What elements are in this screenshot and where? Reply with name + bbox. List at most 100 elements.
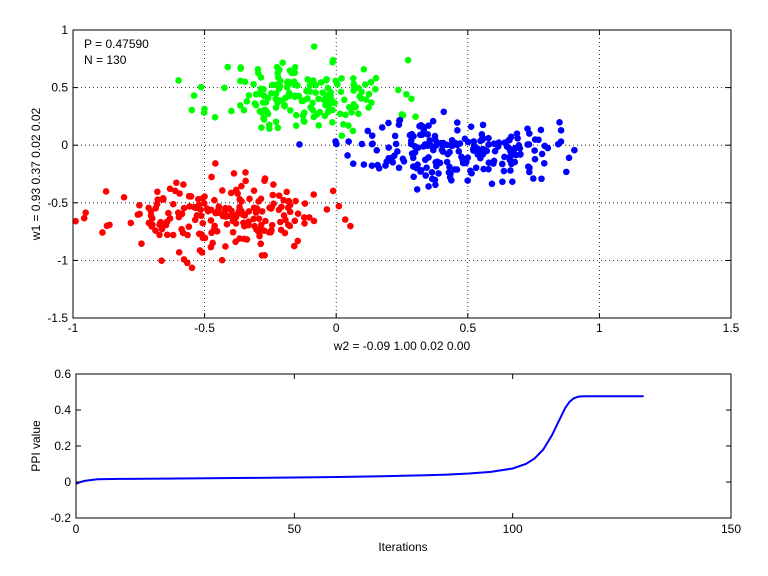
scatter-point	[222, 204, 229, 212]
annotation-p-value: P = 0.47590	[84, 37, 149, 51]
scatter-point	[480, 165, 487, 173]
scatter-y-tick-label: -0.5	[47, 196, 68, 210]
scatter-point	[500, 167, 508, 175]
scatter-point	[99, 229, 106, 236]
scatter-point	[304, 76, 311, 83]
scatter-point	[443, 158, 451, 166]
scatter-point	[229, 228, 237, 236]
scatter-point	[163, 231, 171, 239]
scatter-point	[310, 43, 318, 50]
scatter-point	[338, 75, 345, 82]
scatter-point	[446, 163, 453, 171]
scatter-point	[268, 221, 276, 229]
scatter-point	[279, 59, 286, 67]
scatter-point	[188, 264, 196, 272]
scatter-y-tick-label: -1.5	[47, 311, 68, 325]
scatter-point	[211, 113, 219, 121]
scatter-point	[296, 141, 303, 148]
scatter-point	[245, 208, 253, 215]
scatter-point	[190, 92, 198, 99]
scatter-point	[274, 69, 281, 77]
scatter-point	[166, 185, 174, 193]
scatter-point	[286, 222, 294, 230]
scatter-point	[209, 239, 216, 247]
scatter-point	[488, 180, 496, 188]
scatter-point	[557, 138, 565, 145]
scatter-point	[507, 167, 514, 174]
ppi-y-tick-label: 0.4	[54, 403, 71, 417]
scatter-point	[565, 154, 573, 162]
scatter-point	[571, 146, 578, 154]
scatter-point	[414, 161, 421, 168]
scatter-point	[467, 123, 475, 130]
ppi-x-axis-label: Iterations	[378, 540, 427, 554]
scatter-ticks: -1 -0.5 0 0.5 1 1.5-1.5-1-0.500.51	[47, 23, 739, 335]
scatter-point	[361, 81, 369, 88]
scatter-point	[424, 131, 432, 138]
scatter-point	[154, 188, 161, 196]
scatter-point	[448, 142, 456, 150]
scatter-point	[368, 99, 375, 106]
scatter-point	[514, 135, 521, 142]
scatter-point	[337, 88, 345, 96]
ppi-series-line	[75, 395, 644, 485]
scatter-point	[323, 206, 331, 213]
scatter-point	[283, 188, 291, 196]
scatter-point	[292, 122, 300, 129]
scatter-point	[136, 210, 143, 218]
scatter-point	[152, 227, 159, 234]
scatter-point	[425, 122, 432, 129]
scatter-point	[238, 182, 245, 190]
scatter-point	[507, 153, 514, 160]
scatter-point	[425, 154, 432, 161]
scatter-point	[294, 210, 302, 217]
scatter-point	[315, 95, 322, 103]
scatter-point	[255, 198, 262, 205]
scatter-point	[538, 150, 546, 158]
scatter-point	[352, 103, 359, 111]
scatter-point	[332, 138, 339, 145]
scatter-point	[211, 196, 218, 204]
scatter-point	[185, 192, 193, 200]
scatter-point	[531, 147, 538, 154]
scatter-point	[429, 117, 437, 125]
scatter-axes: -1 -0.5 0 0.5 1 1.5-1.5-1-0.500.51 P = 0.4759…	[29, 23, 740, 353]
scatter-point	[530, 175, 537, 182]
scatter-point	[175, 249, 183, 256]
ppi-plot-area	[76, 374, 731, 518]
scatter-point	[319, 89, 327, 96]
scatter-point	[448, 136, 456, 144]
scatter-point	[453, 141, 461, 149]
scatter-point	[136, 201, 143, 209]
scatter-point	[261, 252, 268, 259]
scatter-point	[516, 151, 524, 158]
scatter-point	[284, 204, 292, 211]
scatter-point	[367, 78, 375, 86]
scatter-point	[238, 197, 245, 205]
scatter-point	[156, 231, 163, 239]
scatter-point	[439, 148, 447, 155]
scatter-point	[250, 215, 257, 223]
ppi-x-tick-label: 0	[73, 522, 80, 536]
scatter-point	[329, 187, 337, 195]
scatter-point	[106, 221, 113, 229]
scatter-point	[404, 56, 412, 64]
scatter-point	[301, 220, 308, 227]
scatter-point	[315, 122, 323, 129]
scatter-point	[274, 99, 281, 107]
scatter-point	[272, 81, 280, 89]
scatter-point	[563, 168, 570, 176]
scatter-point	[368, 132, 376, 139]
scatter-point	[174, 209, 182, 216]
scatter-point	[185, 223, 193, 230]
scatter-point	[378, 124, 386, 131]
scatter-point	[80, 214, 88, 222]
scatter-point	[464, 154, 472, 161]
scatter-point	[557, 126, 565, 134]
scatter-point	[200, 109, 208, 116]
ppi-y-tick-label: 0	[64, 475, 71, 489]
scatter-point	[272, 89, 280, 97]
scatter-point	[250, 187, 258, 195]
scatter-point	[253, 205, 261, 212]
scatter-point	[221, 84, 228, 92]
